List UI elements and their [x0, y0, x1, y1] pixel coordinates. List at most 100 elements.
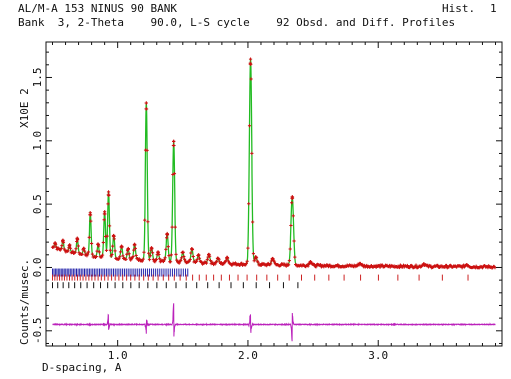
observed-point	[271, 256, 275, 261]
x-tick-label: 1.0	[108, 349, 128, 362]
observed-point	[121, 254, 125, 258]
axes-frame: 1.0 2.0 3.0 0.0 0.5 1.0 1.5 -0.5	[31, 41, 503, 362]
observed-point	[106, 190, 111, 194]
observed-point	[142, 250, 146, 254]
observed-point	[110, 252, 114, 257]
observed-point	[288, 247, 292, 251]
observed-point	[248, 57, 253, 61]
observed-point	[188, 257, 192, 262]
observed-point	[82, 249, 87, 253]
observed-point	[73, 250, 77, 254]
observed-point	[68, 244, 72, 248]
observed-point	[117, 257, 121, 261]
observed-point	[105, 234, 109, 238]
observed-point	[82, 246, 86, 251]
observed-point	[181, 251, 185, 255]
observed-point	[100, 255, 104, 259]
observed-point	[164, 247, 168, 251]
observed-point	[127, 252, 131, 256]
hist-label: Hist.	[442, 2, 476, 15]
observed-point	[251, 220, 255, 224]
observed-point	[141, 257, 145, 261]
observed-point	[208, 254, 212, 258]
observed-point	[289, 223, 293, 228]
observed-point	[244, 261, 248, 265]
observed-point	[118, 250, 123, 254]
observed-point	[183, 257, 187, 261]
observed-point	[80, 252, 84, 256]
observed-point	[126, 247, 130, 252]
y-axis-label: Counts/musec.	[18, 259, 31, 345]
observed-point	[182, 254, 186, 259]
observed-point	[195, 257, 199, 262]
observed-point	[173, 225, 177, 229]
observed-point	[172, 139, 176, 144]
observed-point	[146, 220, 150, 224]
observed-point	[254, 255, 258, 259]
observed-point	[100, 253, 105, 257]
observed-point	[207, 252, 211, 257]
observed-point	[144, 101, 148, 105]
observed-point	[112, 234, 116, 239]
observed-point	[66, 249, 70, 253]
chart-subtitle: Bank 3, 2-Theta 90.0, L-S cycle 92 Obsd.…	[18, 16, 456, 29]
observed-point	[293, 255, 297, 259]
observed-point	[156, 250, 160, 254]
observed-point	[59, 246, 63, 251]
observed-point	[252, 259, 256, 263]
x-tick-label: 2.0	[238, 349, 258, 362]
calculated-line	[52, 59, 496, 268]
observed-point	[131, 254, 135, 259]
observed-point	[120, 245, 124, 249]
observed-point	[53, 241, 57, 245]
observed-point	[165, 232, 170, 237]
hist-number: 1	[490, 2, 497, 15]
observed-point	[286, 263, 291, 267]
observed-point	[71, 249, 75, 253]
observed-point	[465, 263, 469, 267]
observed-point	[460, 266, 464, 270]
observed-point	[147, 258, 152, 262]
chart-title: AL/M-A 153 NINUS 90 BANK	[18, 2, 177, 15]
observed-point	[179, 256, 184, 260]
observed-point	[153, 260, 157, 264]
observed-point	[169, 253, 173, 257]
observed-point	[154, 257, 159, 261]
observed-point	[272, 260, 277, 264]
observed-point	[436, 263, 440, 268]
observed-point	[247, 124, 252, 128]
observed-point	[132, 248, 136, 252]
observed-point	[194, 259, 198, 263]
observed-point	[90, 252, 94, 256]
observed-point	[358, 261, 362, 266]
observed-point	[213, 262, 217, 266]
difference-line	[52, 303, 496, 342]
observed-point	[87, 235, 91, 239]
observed-point	[215, 259, 219, 264]
observed-point	[157, 252, 161, 257]
observed-point	[111, 244, 115, 248]
observed-point	[86, 252, 90, 256]
observed-point	[246, 246, 250, 250]
observed-point	[137, 257, 141, 261]
observed-point	[144, 107, 149, 111]
observed-point	[224, 259, 228, 263]
observed-point	[133, 246, 137, 251]
observed-point	[94, 254, 98, 259]
observed-point	[143, 218, 147, 222]
observed-point	[197, 253, 201, 258]
observed-point	[170, 225, 174, 229]
observed-point	[249, 62, 253, 66]
observed-point	[197, 256, 202, 260]
observed-point	[251, 252, 256, 256]
observed-point	[90, 241, 94, 246]
observed-point	[292, 239, 296, 243]
observed-point	[75, 237, 80, 241]
observed-point	[150, 246, 154, 250]
observed-point	[162, 258, 166, 262]
observed-point	[118, 255, 122, 259]
observed-point	[85, 254, 89, 258]
observed-point	[88, 213, 93, 217]
observed-point	[133, 243, 137, 247]
